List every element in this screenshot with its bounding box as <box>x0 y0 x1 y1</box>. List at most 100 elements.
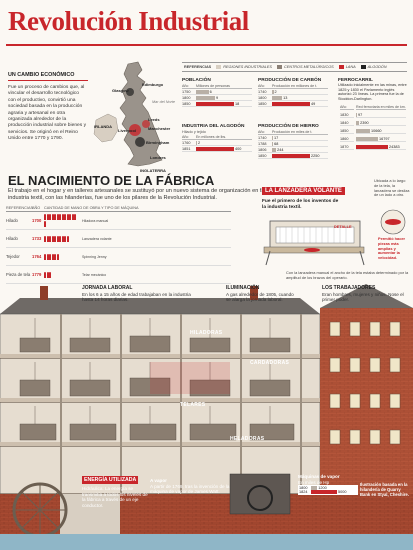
page-title: Revolución Industrial <box>8 6 249 36</box>
worker-icon <box>49 214 51 221</box>
worker-icon <box>56 235 59 242</box>
map-label-north-sea: Mar del Norte <box>152 100 176 104</box>
loom-illustration <box>263 220 365 266</box>
stat-carbon-table: Año Producción en millones de t. 1740 2 18… <box>258 84 328 107</box>
factory-drawing <box>0 284 413 550</box>
table-row: 1800 1200 <box>299 486 327 491</box>
worker-icon <box>54 253 56 260</box>
lanzadera-note-1: Ubicada a lo largo de la tela, la lanzad… <box>374 178 410 198</box>
map-label-edimburgo: Edimburgo <box>142 82 164 87</box>
bar-poblacion-1 <box>196 95 215 100</box>
worker-icon <box>61 214 64 221</box>
bar-ferrocarril-0 <box>356 112 357 117</box>
workers-icons <box>44 253 78 260</box>
table-row: 1870 24383 <box>340 144 406 151</box>
jornada-label: JORNADA LABORAL En los 6 a 15 años de ed… <box>82 285 191 303</box>
lanzadera-sub: Fue el primero de los inventos de la ind… <box>262 199 339 210</box>
table-row: 1740 17 <box>258 134 328 141</box>
stat-poblacion: POBLACIÓN Año Millones de personas 1750 6 … <box>182 78 252 107</box>
floor-label-hiladoras: HILADORAS <box>190 330 223 336</box>
worker-icon <box>59 214 61 221</box>
trabajadores-label: LOS TRABAJADORES Eran hombres, mujeres y… <box>322 285 404 303</box>
bar-poblacion-0 <box>196 89 209 94</box>
list-item: Pieza de tela 1779 Telar mecánico <box>6 266 231 284</box>
worker-icon <box>44 253 46 260</box>
worker-icon <box>49 235 51 242</box>
shuttle-detail-icon <box>380 209 406 235</box>
table-row: 1800 9 <box>182 94 252 101</box>
bar-ferrocarril-4 <box>356 144 388 149</box>
uk-map-shape <box>93 61 163 167</box>
worker-icon <box>61 235 64 242</box>
worker-icon <box>59 235 61 242</box>
stat-carbon: PRODUCCIÓN DE CARBÓN Año Producción en mi… <box>258 78 328 107</box>
map-label-birmingham: Birmingham <box>146 140 170 145</box>
worker-icon <box>51 253 54 260</box>
bar-ferrocarril-1 <box>356 120 360 125</box>
map-label-leeds: Leeds <box>148 117 160 122</box>
list-item: Tejedor 1764 Spinning Jenny <box>6 248 231 266</box>
map-label-irlanda: IRLANDA <box>94 124 112 129</box>
table-row: 1760 2 <box>182 139 252 146</box>
map-legend: REFERENCIAS REGIONES INDUSTRIALES CENTRO… <box>182 62 407 72</box>
list-item: Hilado 1733 Lanzadera volante <box>6 230 231 248</box>
bar-carbon-0 <box>272 89 274 94</box>
worker-icon <box>54 235 56 242</box>
energia-section: ENERGÍA UTILIZADA Hidráulica: La energía… <box>82 476 148 508</box>
workers-icons <box>44 214 78 227</box>
bar-maquinas-0 <box>311 486 318 491</box>
table-row: 1806 244 <box>258 146 328 153</box>
bar-algodon-1 <box>196 146 234 151</box>
worker-icon <box>46 253 49 260</box>
lanzadera-note-2: Permitió hacer piezas más amplias y aume… <box>378 236 406 261</box>
stat-ferrocarril-table: Año Red ferroviaria en miles de km. 1830 9… <box>340 105 406 151</box>
worker-icon <box>44 271 46 278</box>
worker-icon <box>51 235 54 242</box>
bar-algodon-0 <box>196 140 197 145</box>
worker-icon <box>46 214 49 221</box>
worker-icon <box>49 253 51 260</box>
workers-icons <box>44 235 78 242</box>
map-label-liverpool: Liverpool <box>118 128 137 133</box>
table-row: 1851 400 <box>182 145 252 152</box>
worker-icon <box>46 271 49 278</box>
map-label-londres: Londres <box>150 155 166 160</box>
bar-hierro-2 <box>272 147 277 152</box>
table-row: 1850 2250 <box>258 152 328 159</box>
legend-title: REFERENCIAS <box>184 65 212 69</box>
table-row: 1850 18 <box>182 100 252 107</box>
list-item: Hilado 1700 Hiladora manual <box>6 212 231 230</box>
lanzadera-detalle: DETALLE <box>334 224 352 229</box>
worker-icon <box>69 214 71 221</box>
table-row: 1840 2390 <box>340 120 406 127</box>
worker-icon <box>74 214 76 221</box>
legend-wool: LANA <box>338 65 356 69</box>
floor-label-cardadoras: CARDADORAS <box>250 360 290 366</box>
bar-carbon-2 <box>272 101 310 106</box>
legend-metal: CENTROS METALÚRGICOS <box>276 65 334 69</box>
bar-carbon-1 <box>272 95 283 100</box>
economic-body: Fue un proceso de cambios que, al vincul… <box>8 85 87 142</box>
workers-icons <box>44 271 78 278</box>
worker-icon <box>44 220 46 227</box>
lanzadera-section: LA LANZADERA VOLANTE Fue el primero de l… <box>262 178 412 299</box>
worker-icon <box>56 253 59 260</box>
fabrica-body: El trabajo en el hogar y en talleres art… <box>8 188 289 201</box>
bar-hierro-1 <box>272 141 274 146</box>
worker-icon <box>66 214 69 221</box>
worker-icon <box>51 214 54 221</box>
stat-algodon-table: Año En millones de lbs. 1760 2 1851 400 <box>182 135 252 152</box>
map-label-manchester: Manchester <box>148 126 171 131</box>
stat-ferrocarril: FERROCARRIL Utilizado inicialmente en la… <box>338 78 408 152</box>
table-row: 1850 10660 <box>340 128 406 135</box>
illustration-credit: Ilustración basada en la hilandería de Q… <box>360 482 409 498</box>
bar-hierro-3 <box>272 153 310 158</box>
map-label-glasgow: Glasgow <box>112 88 129 93</box>
bar-poblacion-2 <box>196 101 234 106</box>
table-row: 1800 13 <box>258 94 328 101</box>
maquinas-table: 1800 1200 1824 5000 <box>298 485 358 496</box>
worker-icon <box>64 214 66 221</box>
lanzadera-title: LA LANZADERA VOLANTE <box>262 187 345 195</box>
legend-regions: REGIONES INDUSTRIALES <box>216 65 272 69</box>
